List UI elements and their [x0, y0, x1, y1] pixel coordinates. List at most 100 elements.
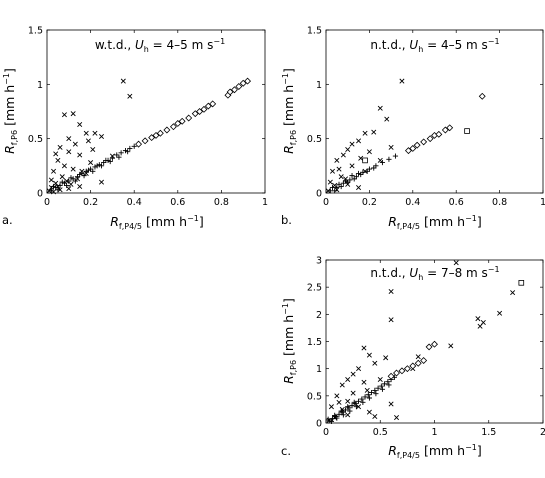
point-diamond	[426, 135, 434, 143]
point-plus	[64, 182, 70, 188]
point-plus	[329, 416, 336, 422]
point-diamond	[409, 144, 417, 152]
point-cross	[371, 129, 377, 135]
point-cross	[340, 152, 346, 158]
point-diamond	[398, 367, 406, 375]
y-tick-label: 2	[316, 310, 322, 321]
point-cross	[384, 116, 390, 122]
point-cross	[399, 78, 405, 84]
point-cross	[90, 147, 96, 153]
panel-c-ntd-7-8: 0 0.5 1 1.5 2 0 0.5 1 1.5 2 2.5 3 n.t.d., Uh = 7–8 m…	[281, 256, 545, 461]
point-plus	[386, 382, 392, 388]
x-tick-label: 0.8	[492, 197, 507, 208]
point-cross	[83, 130, 89, 136]
point-diamond	[409, 362, 417, 370]
point-diamond	[200, 105, 208, 113]
y-tick-label: 3	[316, 256, 322, 267]
point-diamond	[387, 372, 395, 380]
x-tick-label: 0.2	[83, 197, 98, 208]
point-diamond	[239, 79, 247, 87]
point-cross	[345, 147, 351, 153]
point-cross	[59, 174, 65, 180]
point-diamond	[148, 134, 156, 142]
point-cross	[358, 155, 364, 161]
point-plus	[131, 143, 137, 149]
point-cross	[448, 343, 454, 349]
point-cross	[475, 316, 481, 322]
point-plus	[371, 165, 377, 171]
y-tick-label: 0	[37, 189, 43, 200]
point-cross	[77, 183, 83, 189]
point-plus	[336, 181, 342, 187]
point-diamond	[404, 147, 412, 155]
point-plus	[372, 387, 378, 393]
point-cross	[350, 390, 356, 396]
point-diamond	[169, 123, 177, 131]
point-cross	[366, 352, 372, 358]
y-tick-label: 1.5	[28, 26, 43, 37]
x-tick-label: 1	[262, 197, 268, 208]
point-diamond	[446, 124, 454, 132]
point-plus	[66, 178, 72, 184]
point-cross	[70, 111, 76, 117]
point-plus	[378, 383, 384, 389]
x-axis-label: Rf,P4/5 [mm h−1]	[110, 214, 204, 231]
point-cross	[356, 366, 362, 372]
point-diamond	[178, 117, 186, 125]
point-cross	[453, 260, 459, 266]
point-diamond	[209, 100, 217, 108]
point-cross	[388, 401, 394, 407]
x-tick-label: 0	[323, 427, 329, 438]
y-tick-label: 1	[37, 80, 43, 91]
point-cross	[328, 404, 334, 410]
point-cross	[329, 168, 336, 174]
point-cross	[372, 360, 378, 366]
point-plus	[59, 179, 65, 185]
point-plus	[55, 187, 61, 193]
point-plus	[325, 416, 331, 422]
point-diamond	[431, 340, 438, 348]
point-plus	[342, 178, 349, 184]
point-plus	[349, 403, 355, 409]
point-diamond	[435, 130, 443, 138]
point-diamond	[441, 126, 449, 134]
point-plus	[328, 418, 335, 424]
point-plus	[81, 173, 87, 179]
plot-frame	[325, 29, 544, 194]
point-cross	[345, 398, 351, 404]
point-cross	[349, 163, 355, 169]
point-cross	[68, 181, 74, 187]
y-axis-label: Rf,P6 [mm h−1]	[2, 68, 19, 154]
point-cross	[338, 174, 344, 180]
point-cross	[510, 290, 516, 296]
point-plus	[379, 159, 386, 166]
x-tick-label: 1	[540, 197, 545, 208]
y-tick-label: 0.5	[307, 391, 322, 402]
y-axis-label: Rf,P6 [mm h−1]	[281, 298, 298, 384]
point-cross	[61, 112, 67, 118]
point-cross	[332, 182, 338, 188]
point-cross	[51, 189, 57, 195]
point-diamond	[204, 102, 212, 110]
point-plus	[116, 154, 122, 160]
point-plus	[338, 408, 344, 414]
panel-b-ntd-4-5: 0 0.2 0.4 0.6 0.8 1 0 0.5 1 1.5 n.t.d., Uh = 4–5 m…	[281, 26, 545, 232]
x-tick-label: 0	[44, 197, 50, 208]
point-diamond	[413, 141, 421, 149]
point-plus	[342, 407, 349, 413]
point-plus	[353, 404, 359, 410]
panel-letter: c.	[281, 444, 291, 458]
point-cross	[72, 141, 78, 147]
point-plus	[332, 412, 338, 418]
point-square	[362, 157, 368, 164]
point-cross	[327, 179, 333, 185]
point-plus	[392, 153, 399, 159]
point-plus	[386, 156, 392, 162]
point-cross	[497, 310, 503, 316]
point-cross	[361, 379, 367, 385]
point-plus	[349, 173, 355, 179]
point-cross	[53, 151, 59, 157]
point-cross	[334, 393, 340, 399]
point-plus	[85, 167, 92, 173]
point-plus	[127, 145, 133, 152]
